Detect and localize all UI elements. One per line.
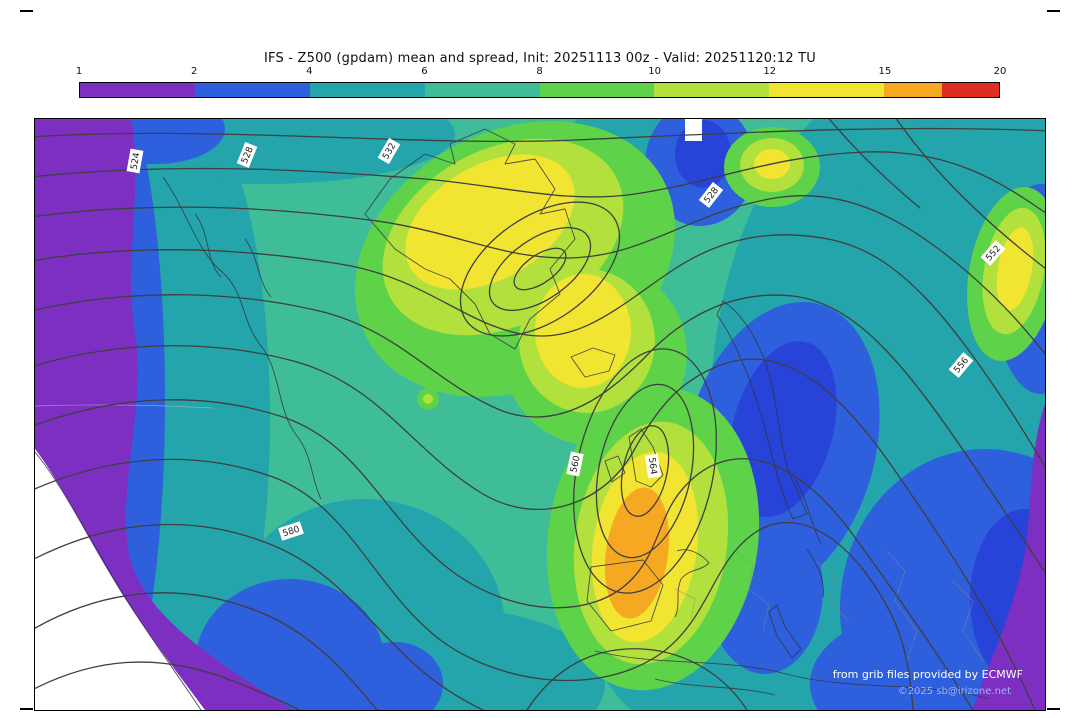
- colorbar-tick: 10: [648, 66, 661, 77]
- coastline-ireland: [604, 455, 626, 483]
- colorbar: 1 2 4 6 8 10 12 15 20: [75, 66, 1007, 98]
- crop-mark-bottom-left: [20, 708, 33, 710]
- attribution-ecmwf: from grib files provided by ECMWF: [833, 668, 1023, 681]
- coastline-iceland: [570, 347, 616, 378]
- colorbar-tick: 2: [190, 66, 198, 77]
- coastline-france: [674, 549, 710, 618]
- colorbar-tick: 1: [75, 66, 83, 77]
- colorbar-tick: 4: [306, 66, 313, 77]
- graticule-layer: [35, 404, 214, 409]
- coastline-uk: [628, 428, 664, 488]
- crop-mark-top-left: [20, 10, 33, 12]
- attribution-copyright: ©2025 sb@irizone.net: [898, 686, 1011, 697]
- svg-text:560: 560: [569, 455, 582, 474]
- colorbar-ticks: 1 2 4 6 8 10 12 15 20: [75, 66, 1007, 79]
- colorbar-segment: [769, 83, 885, 97]
- colorbar-segment: [539, 83, 655, 97]
- colorbar-segment: [424, 83, 540, 97]
- colorbar-segments: [79, 82, 1000, 98]
- country-borders-layer: [674, 550, 984, 662]
- contour-label: 524: [126, 148, 144, 174]
- colorbar-segment: [884, 83, 942, 97]
- colorbar-segment: [194, 83, 310, 97]
- coastline-italy: [768, 604, 802, 659]
- colorbar-tick: 6: [421, 66, 428, 77]
- contour-label: 580: [278, 521, 304, 541]
- coastline-iberia: [586, 559, 664, 632]
- contour-lines-layer: [35, 119, 1045, 710]
- coastline-baltic: [794, 478, 824, 598]
- weather-map: 524 528 532 528 552 556 560 564 580 from grib fi…: [34, 118, 1046, 711]
- coastline-mediterranean: [594, 650, 991, 700]
- colorbar-segment: [941, 83, 999, 97]
- coastline-north-america: [162, 176, 322, 500]
- spread-purple-east: [973, 404, 1045, 710]
- coastline-scandinavia: [716, 300, 808, 520]
- coastlines-layer: [35, 128, 991, 710]
- coastline-greenland: [364, 128, 576, 350]
- crop-mark-top-right: [1047, 10, 1060, 12]
- colorbar-segment: [654, 83, 770, 97]
- page-title: IFS - Z500 (gpdam) mean and spread, Init…: [264, 51, 816, 66]
- svg-text:524: 524: [130, 152, 143, 171]
- colorbar-segment: [80, 83, 195, 97]
- svg-text:564: 564: [646, 457, 658, 476]
- contour-label: 564: [644, 453, 662, 479]
- contour-label: 560: [566, 451, 584, 477]
- colorbar-tick: 12: [763, 66, 777, 77]
- colorbar-tick: 20: [993, 66, 1007, 77]
- colorbar-tick: 8: [536, 66, 543, 77]
- colorbar-segment: [309, 83, 425, 97]
- spread-fill-layer: [35, 119, 1045, 710]
- coastline-map-edge: [35, 451, 202, 710]
- crop-mark-bottom-right: [1047, 708, 1060, 710]
- colorbar-tick: 15: [878, 66, 892, 77]
